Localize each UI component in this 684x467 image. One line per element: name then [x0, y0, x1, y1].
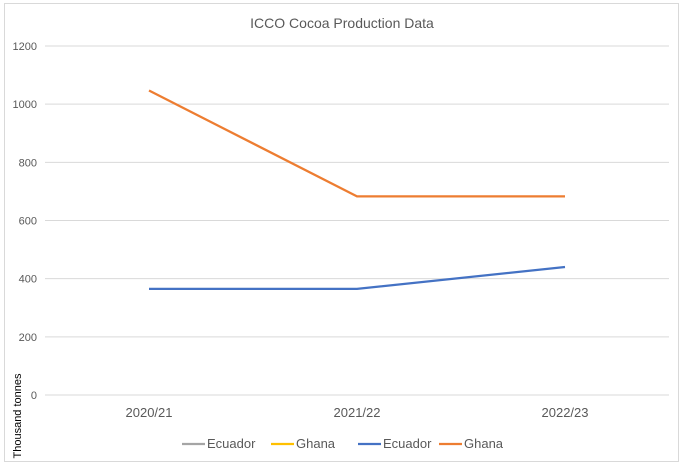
y-axis-title: Thousand tonnes	[12, 373, 24, 459]
y-tick-label: 1200	[13, 41, 37, 53]
legend-label: Ecuador	[207, 436, 256, 451]
legend: Ecuador Ghana Ecuador Ghana	[182, 436, 504, 451]
x-tick-label: 2022/23	[542, 405, 589, 420]
y-tick-label: 600	[19, 216, 37, 228]
legend-label: Ecuador	[383, 436, 432, 451]
chart-frame: ICCO Cocoa Production Data 0 200 400 600 800…	[4, 3, 679, 462]
grid	[45, 45, 669, 396]
y-tick-label: 800	[19, 157, 37, 169]
y-tick-label: 200	[19, 332, 37, 344]
series-line-ghana	[148, 89, 565, 198]
line-chart: ICCO Cocoa Production Data 0 200 400 600 800…	[12, 15, 669, 459]
legend-label: Ghana	[296, 436, 336, 451]
y-tick-label: 1000	[13, 99, 37, 111]
x-axis-ticks: 2020/21 2021/22 2022/23	[126, 405, 589, 420]
chart-title: ICCO Cocoa Production Data	[250, 15, 434, 31]
x-tick-label: 2020/21	[126, 405, 173, 420]
y-tick-label: 0	[31, 390, 37, 402]
series-lines	[148, 89, 566, 290]
legend-label: Ghana	[464, 436, 504, 451]
y-tick-label: 400	[19, 274, 37, 286]
y-axis-ticks: 0 200 400 600 800 1000 1200	[13, 41, 37, 402]
series-line-ecuador	[149, 265, 566, 290]
x-tick-label: 2021/22	[334, 405, 381, 420]
